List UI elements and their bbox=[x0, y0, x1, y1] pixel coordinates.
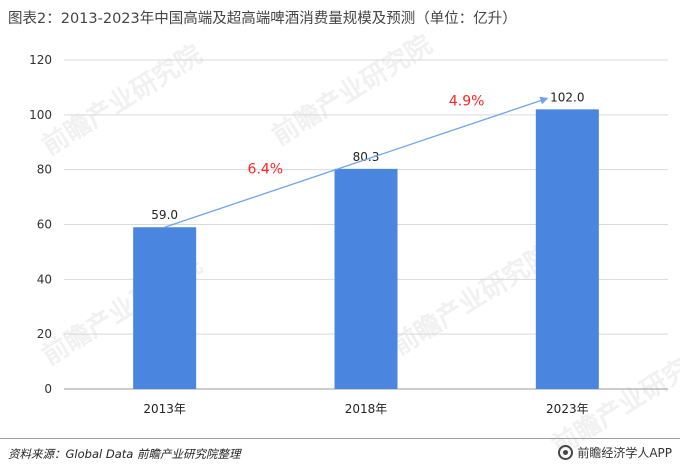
growth-rate-label: 4.9% bbox=[449, 94, 485, 110]
brand: 前瞻经济学人APP bbox=[558, 444, 672, 461]
bar bbox=[133, 227, 197, 389]
data-label: 59.0 bbox=[151, 208, 178, 222]
y-tick-label: 60 bbox=[37, 218, 52, 232]
trend-arrow: 6.4% 4.9% bbox=[164, 94, 549, 228]
y-tick-label: 120 bbox=[29, 53, 52, 67]
brand-name: 前瞻经济学人APP bbox=[577, 446, 672, 460]
y-tick-label: 0 bbox=[44, 382, 52, 396]
chart-title: 图表2：2013-2023年中国高端及超高端啤酒消费量规模及预测（单位：亿升） bbox=[8, 11, 517, 27]
x-tick-label: 2013年 bbox=[143, 402, 186, 416]
y-tick-label: 100 bbox=[29, 108, 52, 122]
footer-divider bbox=[0, 438, 680, 439]
data-label: 80.3 bbox=[353, 150, 380, 164]
bars bbox=[133, 109, 599, 389]
growth-rate-label: 6.4% bbox=[248, 161, 284, 177]
bar-chart: 0 20 40 60 80 100 120 59.0 80.3 102.0 2013年 2018年… bbox=[29, 53, 668, 416]
footer: 资料来源：Global Data 前瞻产业研究院整理 前瞻经济学人APP bbox=[0, 438, 680, 472]
brand-logo-icon bbox=[558, 445, 574, 460]
source-note: 资料来源：Global Data 前瞻产业研究院整理 bbox=[8, 447, 241, 461]
x-axis: 2013年 2018年 2023年 bbox=[143, 402, 588, 416]
y-tick-label: 40 bbox=[37, 272, 52, 286]
x-tick-label: 2023年 bbox=[546, 402, 589, 416]
bar bbox=[535, 109, 599, 389]
bar bbox=[334, 168, 398, 389]
data-labels: 59.0 80.3 102.0 bbox=[151, 90, 584, 222]
x-tick-label: 2018年 bbox=[345, 402, 388, 416]
trend-arrow-line bbox=[164, 96, 549, 228]
data-label: 102.0 bbox=[550, 90, 584, 104]
y-tick-label: 80 bbox=[37, 163, 52, 177]
y-tick-label: 20 bbox=[37, 327, 52, 341]
